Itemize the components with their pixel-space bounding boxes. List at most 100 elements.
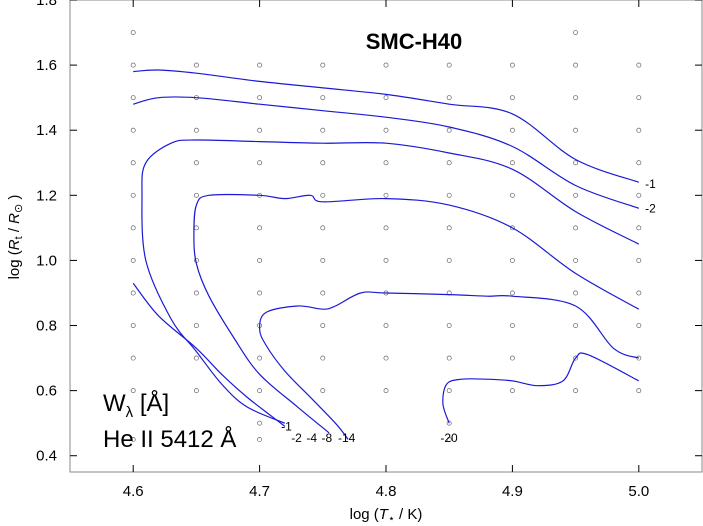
model-grid-point	[636, 225, 642, 231]
model-grid-point	[257, 420, 263, 426]
contour-line-minus-8	[193, 193, 640, 434]
model-grid-point	[446, 323, 452, 328]
model-grid-point	[320, 95, 326, 101]
contour-line-minus-14	[258, 291, 640, 440]
model-grid-point	[573, 62, 579, 68]
model-grid-point	[193, 62, 199, 68]
model-grid-point	[193, 323, 199, 328]
model-grid-point	[446, 62, 452, 68]
model-grid-point	[130, 62, 136, 68]
model-grid-point	[130, 225, 136, 231]
model-grid-point	[573, 30, 579, 36]
x-axis-ticks: 4.6 4.7 4.8 4.9 5.0	[123, 0, 649, 500]
contour-label: -14	[338, 431, 356, 445]
model-grid-point	[257, 225, 263, 231]
contour-line-minus-20	[442, 352, 640, 424]
y-axis-title: log (Rt / R⊙ )	[6, 195, 25, 280]
model-grid-point	[320, 225, 326, 231]
model-grid-point	[509, 225, 515, 231]
model-grid-point	[320, 355, 326, 361]
y-tick-label: 1.8	[36, 0, 57, 9]
model-grid-point	[636, 160, 642, 166]
model-grid-point	[573, 95, 579, 101]
model-grid-point	[573, 192, 579, 198]
x-axis-title-prefix: log (	[350, 506, 379, 523]
model-grid-point	[130, 436, 136, 442]
y-axis-title-middle: /	[6, 224, 23, 237]
model-grid-point	[446, 257, 452, 263]
model-grid-point	[193, 127, 199, 133]
model-grid-point	[573, 355, 579, 361]
model-grid-point	[320, 127, 326, 133]
model-grid-point	[509, 323, 515, 328]
model-grid-point	[446, 192, 452, 198]
contour-label: -20	[440, 431, 458, 445]
model-grid-point	[257, 62, 263, 68]
model-grid-markers	[130, 30, 642, 442]
model-grid-point	[320, 323, 326, 328]
model-grid-point	[383, 95, 389, 101]
model-grid-point	[130, 30, 136, 36]
contour-line-unlabeled-6	[132, 282, 286, 427]
model-grid-point	[320, 388, 326, 394]
model-grid-point	[130, 160, 136, 166]
model-grid-point	[636, 127, 642, 133]
model-grid-point	[573, 290, 579, 296]
model-grid-point	[446, 160, 452, 166]
model-grid-point	[257, 127, 263, 133]
model-grid-point	[193, 290, 199, 296]
y-tick-label: 1.2	[36, 187, 57, 204]
contour-label: -4	[306, 431, 317, 445]
y-tick-label: 1.0	[36, 252, 57, 269]
contour-line-minus-2	[133, 96, 640, 209]
model-grid-point	[383, 323, 389, 328]
model-grid-point	[509, 355, 515, 361]
model-grid-point	[320, 290, 326, 296]
y-axis-title-group: log (Rt / R⊙ )	[6, 195, 25, 280]
y-axis-title-symbol: R	[6, 239, 23, 250]
y-tick-label: 0.4	[36, 448, 57, 465]
annotation-line-2: He II 5412 Å	[103, 425, 236, 453]
model-grid-point	[130, 290, 136, 296]
model-grid-point	[573, 225, 579, 231]
model-grid-point	[257, 290, 263, 296]
chart-title: SMC-H40	[366, 29, 463, 54]
model-grid-point	[320, 257, 326, 263]
contour-line-minus-4	[141, 139, 640, 424]
x-axis-title-subscript: ⋆	[388, 513, 395, 525]
model-grid-point	[257, 388, 263, 394]
model-grid-point	[446, 388, 452, 394]
model-grid-point	[130, 127, 136, 133]
x-tick-label: 4.7	[249, 483, 270, 500]
y-tick-label: 0.6	[36, 383, 57, 400]
model-grid-point	[446, 95, 452, 101]
contour-label: -2	[291, 431, 302, 445]
annotation-line-1: Wλ [Å]	[103, 389, 169, 421]
model-grid-point	[193, 388, 199, 394]
y-axis-title-symbol-2: R	[6, 213, 23, 224]
model-grid-point	[573, 160, 579, 166]
model-grid-point	[446, 355, 452, 361]
contour-label: -1	[645, 177, 656, 191]
model-grid-point	[509, 95, 515, 101]
y-axis-title-subscript-2: ⊙	[13, 204, 25, 213]
model-grid-point	[320, 192, 326, 198]
model-grid-point	[446, 436, 452, 442]
y-axis-title-suffix: )	[6, 195, 23, 204]
model-grid-point	[193, 225, 199, 231]
x-axis-title-symbol: T	[379, 506, 390, 523]
model-grid-point	[257, 355, 263, 361]
model-grid-point	[573, 388, 579, 394]
model-grid-point	[509, 290, 515, 296]
x-tick-label: 5.0	[628, 483, 649, 500]
model-grid-point	[446, 225, 452, 231]
model-grid-point	[509, 127, 515, 133]
model-grid-point	[509, 257, 515, 263]
model-grid-point	[573, 323, 579, 328]
model-grid-point	[130, 388, 136, 394]
y-tick-label: 1.4	[36, 122, 57, 139]
model-grid-point	[573, 257, 579, 263]
model-grid-point	[509, 388, 515, 394]
model-grid-point	[509, 192, 515, 198]
